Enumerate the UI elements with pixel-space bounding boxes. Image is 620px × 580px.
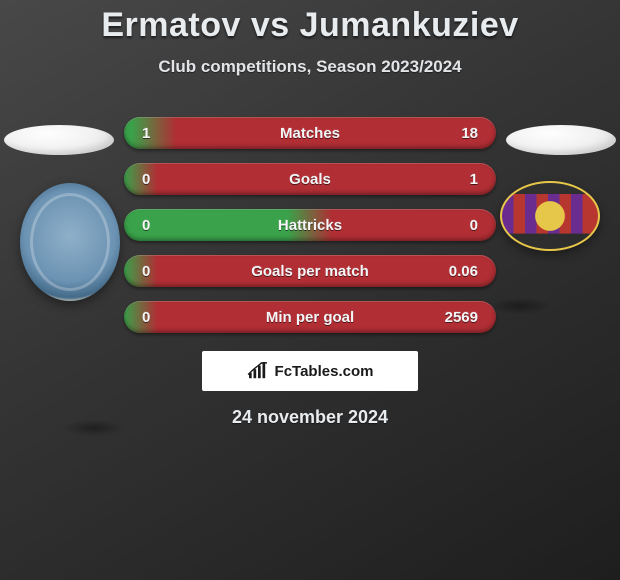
stat-left-value: 0 <box>142 217 150 234</box>
stat-label: Goals per match <box>124 263 496 280</box>
stat-left-value: 0 <box>142 309 150 326</box>
page-title: Ermatov vs Jumankuziev <box>0 0 620 45</box>
date-text: 24 november 2024 <box>0 407 620 428</box>
stat-bar: 0Hattricks0 <box>124 209 496 241</box>
comparison-area: 1Matches180Goals10Hattricks00Goals per m… <box>0 117 620 428</box>
stat-right-value: 2569 <box>445 309 478 326</box>
stat-right-value: 1 <box>470 171 478 188</box>
attribution-badge: FcTables.com <box>202 351 418 391</box>
stat-bar: 0Min per goal2569 <box>124 301 496 333</box>
stat-bar: 0Goals per match0.06 <box>124 255 496 287</box>
chart-icon <box>247 362 269 380</box>
stat-left-value: 0 <box>142 263 150 280</box>
stat-bars: 1Matches180Goals10Hattricks00Goals per m… <box>124 117 496 333</box>
club-badge-left <box>20 183 120 301</box>
stat-right-value: 18 <box>461 125 478 142</box>
stat-label: Goals <box>124 171 496 188</box>
stat-left-value: 1 <box>142 125 150 142</box>
subtitle: Club competitions, Season 2023/2024 <box>0 57 620 77</box>
player-left-photo <box>4 125 114 155</box>
player-right-photo <box>506 125 616 155</box>
stat-label: Hattricks <box>124 217 496 234</box>
stat-left-value: 0 <box>142 171 150 188</box>
stat-right-value: 0.06 <box>449 263 478 280</box>
stat-right-value: 0 <box>470 217 478 234</box>
stat-label: Matches <box>124 125 496 142</box>
stat-bar: 0Goals1 <box>124 163 496 195</box>
stat-label: Min per goal <box>124 309 496 326</box>
club-badge-right <box>500 181 600 251</box>
stat-bar: 1Matches18 <box>124 117 496 149</box>
attribution-text: FcTables.com <box>275 363 374 380</box>
